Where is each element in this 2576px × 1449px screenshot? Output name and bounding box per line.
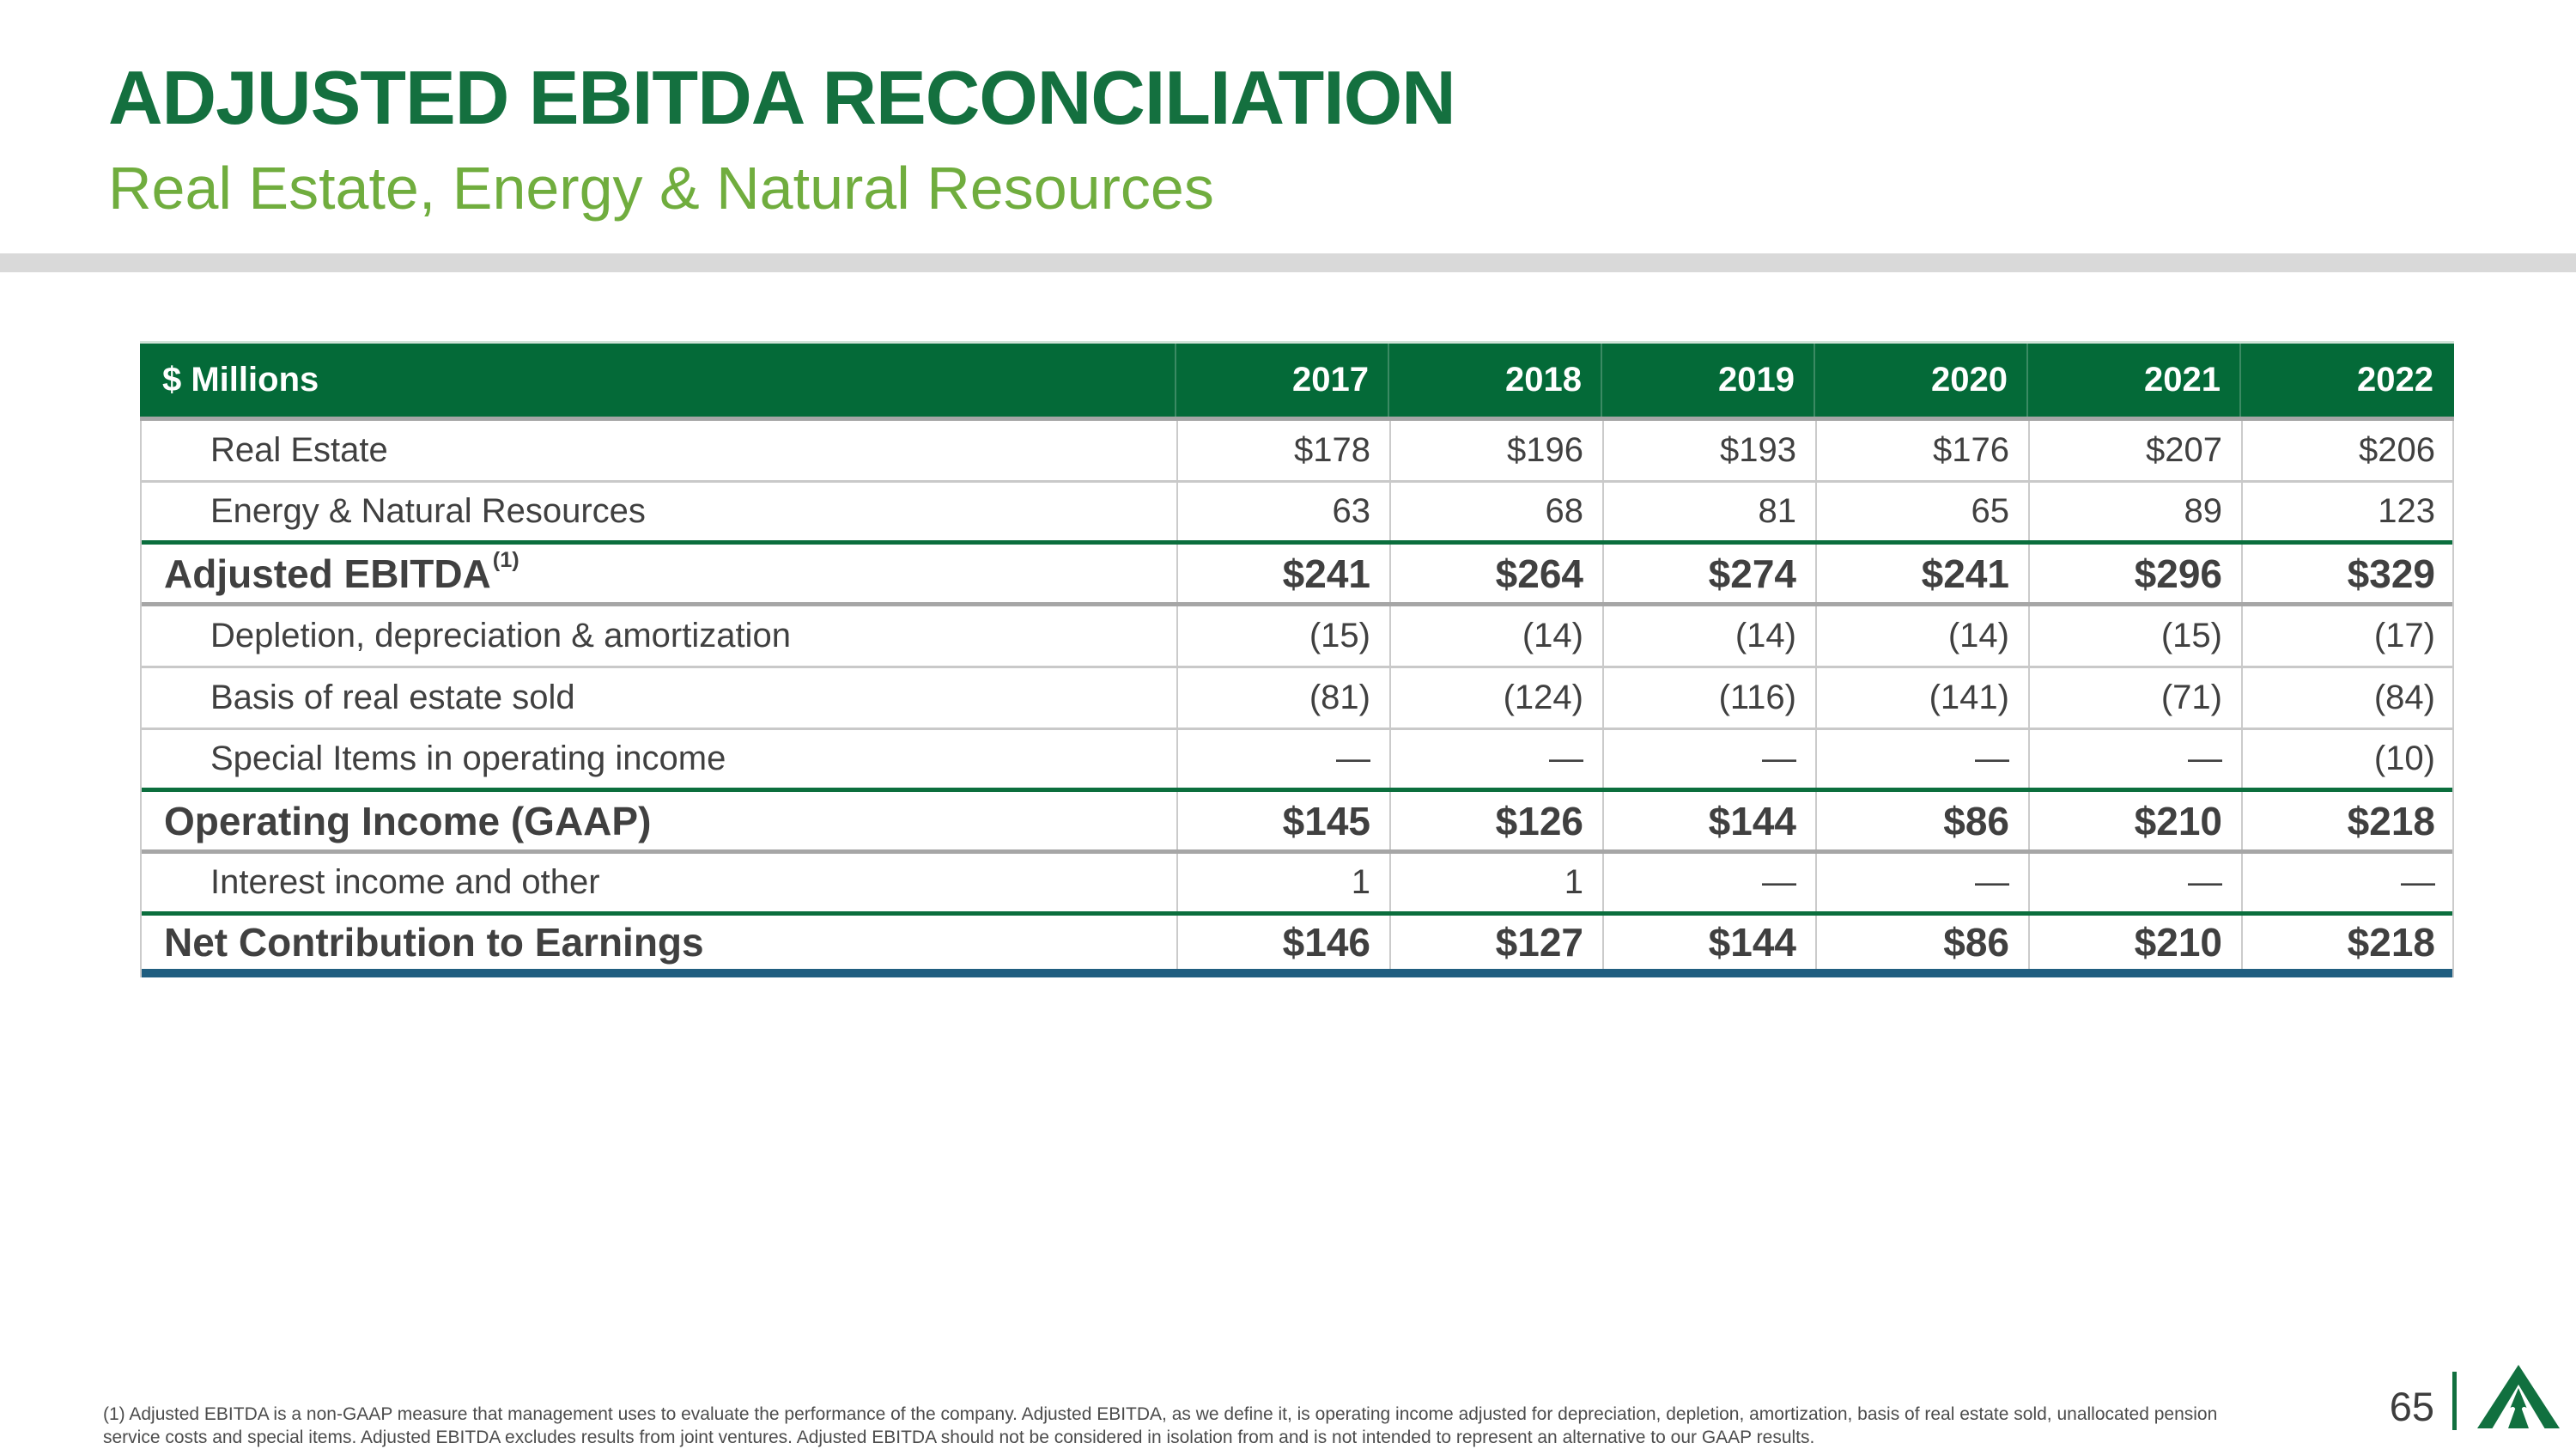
value-cell: $207 <box>2028 421 2241 480</box>
row-label-cell: Adjusted EBITDA (1) <box>164 547 519 596</box>
year-header-cell: 2020 <box>1814 344 2026 417</box>
table-row: Interest income and other 1 1— — — — <box>142 854 2452 916</box>
value-cell: — <box>2241 854 2454 911</box>
value-cell: (17) <box>2241 606 2454 666</box>
value-cell: 81 <box>1602 483 1815 540</box>
value-cell: $193 <box>1602 421 1815 480</box>
table-header-row: $ Millions 2017 2018 2019 2020 2021 2022 <box>140 341 2454 421</box>
table-row: Basis of real estate sold (81) (124) (116)(… <box>142 668 2452 730</box>
value-cell: — <box>1176 730 1389 788</box>
value-cell: — <box>1815 854 2028 911</box>
value-cell: (10) <box>2241 730 2454 788</box>
value-cell: (15) <box>1176 606 1389 666</box>
value-cell: — <box>2028 730 2241 788</box>
value-cell: $206 <box>2241 421 2454 480</box>
year-header-cell: 2022 <box>2239 344 2452 417</box>
value-cell: $145 <box>1176 792 1389 849</box>
footer-divider-line <box>2452 1372 2457 1430</box>
value-cell: $196 <box>1389 421 1602 480</box>
value-cell: $126 <box>1389 792 1602 849</box>
value-cell: $86 <box>1815 916 2028 969</box>
row-label-cell: Depletion, depreciation & amortization <box>210 617 791 654</box>
row-label-cell: Operating Income (GAAP) <box>164 798 652 843</box>
value-cell: $241 <box>1815 545 2028 602</box>
value-cell: $86 <box>1815 792 2028 849</box>
value-cell: $127 <box>1389 916 1602 969</box>
value-cell: $274 <box>1602 545 1815 602</box>
value-cell: $178 <box>1176 421 1389 480</box>
table-row: Depletion, depreciation & amortization (1… <box>142 606 2452 668</box>
table-row: Energy & Natural Resources 63 68 81 65 89 123 <box>142 483 2452 545</box>
footnote-line: (1) Adjusted EBITDA is a non-GAAP measur… <box>103 1404 2218 1424</box>
value-cell: 1 <box>1389 854 1602 911</box>
year-header-cell: 2021 <box>2026 344 2239 417</box>
row-label-cell: Basis of real estate sold <box>210 679 575 716</box>
value-cell: (14) <box>1815 606 2028 666</box>
value-cell: (141) <box>1815 668 2028 728</box>
footnote-line: service costs and special items. Adjuste… <box>103 1428 1815 1447</box>
ebitda-reconciliation-table: $ Millions 2017 2018 2019 2020 2021 2022 Real… <box>140 341 2454 977</box>
value-cell: (124) <box>1389 668 1602 728</box>
year-header-cell: 2017 <box>1175 344 1388 417</box>
footnote-reference: (1) <box>492 547 519 572</box>
value-cell: $144 <box>1602 916 1815 969</box>
table-row: Real Estate $178 $196 $193 $176 $207 $206 <box>142 421 2452 483</box>
value-cell: $144 <box>1602 792 1815 849</box>
value-cell: (84) <box>2241 668 2454 728</box>
divider-bar <box>0 253 2576 272</box>
year-header-cell: 2019 <box>1601 344 1814 417</box>
table-row: Net Contribution to Earnings $146 $127 $144… <box>142 916 2452 977</box>
value-cell: 68 <box>1389 483 1602 540</box>
value-cell: — <box>1815 730 2028 788</box>
row-label-cell: Real Estate <box>210 431 388 469</box>
value-cell: 89 <box>2028 483 2241 540</box>
value-cell: — <box>2028 854 2241 911</box>
weyerhaeuser-triangle-tree-logo-icon <box>2477 1365 2560 1428</box>
value-cell: $218 <box>2241 916 2454 969</box>
footnote: (1) Adjusted EBITDA is a non-GAAP measur… <box>103 1403 2217 1449</box>
value-cell: $210 <box>2028 916 2241 969</box>
value-cell: (116) <box>1602 668 1815 728</box>
row-label-cell: Net Contribution to Earnings <box>164 920 704 965</box>
table-row: Operating Income (GAAP) $145 $126 $144 $86 $2… <box>142 792 2452 854</box>
value-cell: 123 <box>2241 483 2454 540</box>
value-cell: $241 <box>1176 545 1389 602</box>
year-header-cell: 2018 <box>1388 344 1601 417</box>
value-cell: $264 <box>1389 545 1602 602</box>
value-cell: 63 <box>1176 483 1389 540</box>
row-label-cell: Special Items in operating income <box>210 740 726 777</box>
value-cell: $146 <box>1176 916 1389 969</box>
value-cell: (14) <box>1389 606 1602 666</box>
value-cell: $210 <box>2028 792 2241 849</box>
page-title: ADJUSTED EBITDA RECONCILIATION <box>108 55 1456 140</box>
table-row: Adjusted EBITDA (1) $241 $264 $274 $241 $296 $3… <box>142 545 2452 606</box>
unit-label-cell: $ Millions <box>162 361 319 399</box>
value-cell: $329 <box>2241 545 2454 602</box>
value-cell: $296 <box>2028 545 2241 602</box>
value-cell: $218 <box>2241 792 2454 849</box>
value-cell: $176 <box>1815 421 2028 480</box>
page-subtitle: Real Estate, Energy & Natural Resources <box>108 155 1214 222</box>
value-cell: — <box>1602 854 1815 911</box>
row-label-cell: Interest income and other <box>210 863 600 901</box>
value-cell: (81) <box>1176 668 1389 728</box>
table-body: Real Estate $178 $196 $193 $176 $207 $206 Energ… <box>140 421 2454 977</box>
table-row: Special Items in operating income — — — — — (1… <box>142 730 2452 792</box>
value-cell: 1 <box>1176 854 1389 911</box>
value-cell: 65 <box>1815 483 2028 540</box>
value-cell: (71) <box>2028 668 2241 728</box>
page-number: 65 <box>2389 1384 2434 1429</box>
value-cell: — <box>1602 730 1815 788</box>
value-cell: — <box>1389 730 1602 788</box>
row-label-cell: Energy & Natural Resources <box>210 492 646 530</box>
value-cell: (15) <box>2028 606 2241 666</box>
value-cell: (14) <box>1602 606 1815 666</box>
